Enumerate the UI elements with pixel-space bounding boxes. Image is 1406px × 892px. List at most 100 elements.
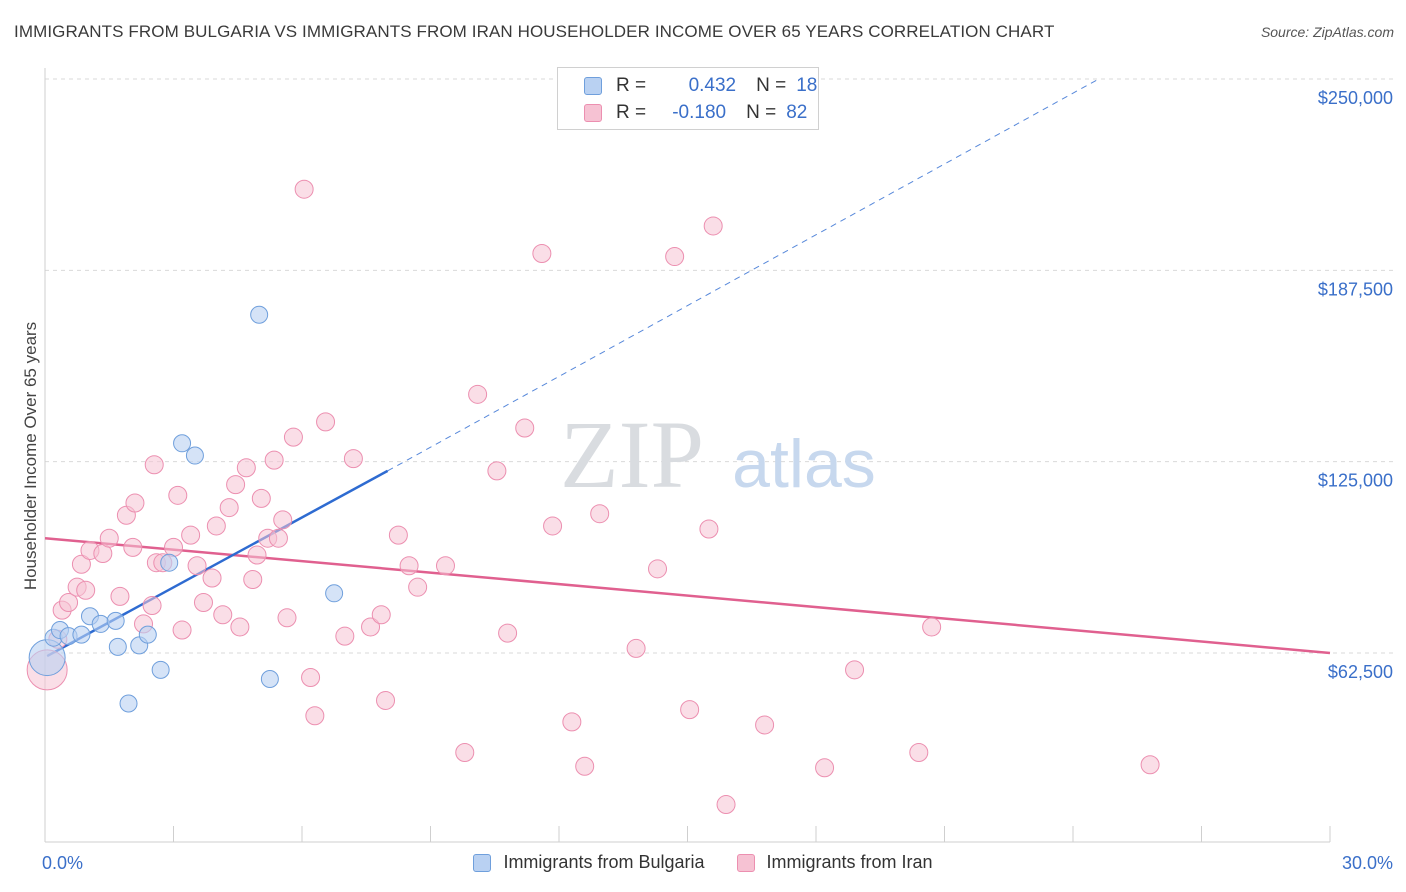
- iran-point: [59, 592, 79, 612]
- bulgaria-swatch: [473, 853, 492, 872]
- bulgaria-swatch: [584, 77, 602, 95]
- iran-point: [922, 617, 942, 637]
- iran-point: [755, 715, 775, 735]
- iran-point: [532, 243, 552, 263]
- iran-point: [187, 556, 207, 576]
- trend-lines: [44, 78, 1331, 658]
- iran-point: [206, 516, 226, 536]
- iran-point: [251, 488, 271, 508]
- watermark-zip: ZIP: [560, 401, 704, 508]
- iran-point: [273, 510, 293, 530]
- iran-point: [125, 493, 145, 513]
- iran-point: [219, 498, 239, 518]
- iran-point: [294, 179, 314, 199]
- bulgaria-point: [250, 305, 269, 324]
- iran-point: [213, 605, 233, 625]
- iran-point: [283, 427, 303, 447]
- legend-label-iran: Immigrants from Iran: [766, 852, 933, 872]
- iran-point: [243, 570, 263, 590]
- iran-point: [498, 623, 518, 643]
- bulgaria-point: [185, 446, 204, 465]
- iran-point: [277, 608, 297, 628]
- iran-point: [716, 795, 736, 815]
- watermark: ZIP atlas: [560, 401, 876, 508]
- bulgaria-point: [28, 639, 66, 677]
- iran-point: [388, 525, 408, 545]
- iran-point: [343, 449, 363, 469]
- iran-point: [515, 418, 535, 438]
- iran-point: [703, 216, 723, 236]
- source-label: Source: ZipAtlas.com: [1260, 24, 1394, 40]
- iran-point: [1140, 755, 1160, 775]
- axis-labels: $62,500 $125,000 $187,500 $250,000 0.0% 30.0%…: [21, 88, 1393, 873]
- iran-point: [316, 412, 336, 432]
- iran-point: [268, 528, 288, 548]
- legend-label-bulgaria: Immigrants from Bulgaria: [503, 852, 705, 872]
- bulgaria-trend-extension: [387, 78, 1099, 472]
- iran-point: [264, 450, 284, 470]
- legend-item-bulgaria[interactable]: Immigrants from Bulgaria: [473, 852, 705, 873]
- iran-point: [335, 626, 355, 646]
- iran-point: [468, 384, 488, 404]
- legend-row-iran: R = -0.180 N = 82: [584, 101, 807, 125]
- watermark-atlas: atlas: [732, 426, 876, 502]
- bulgaria-point: [91, 614, 110, 633]
- iran-point: [487, 461, 507, 481]
- n-label: N =: [756, 75, 787, 96]
- iran-point: [71, 554, 91, 574]
- iran-point: [699, 519, 719, 539]
- bulgaria-point: [119, 694, 138, 713]
- iran-swatch: [736, 853, 755, 872]
- iran-point: [144, 455, 164, 475]
- chart-title: IMMIGRANTS FROM BULGARIA VS IMMIGRANTS F…: [14, 22, 1055, 41]
- iran-point: [455, 742, 475, 762]
- iran-point: [376, 690, 396, 710]
- r-label: R =: [616, 102, 647, 123]
- r-label: R =: [616, 75, 647, 96]
- n-label: N =: [746, 102, 777, 123]
- iran-point: [909, 742, 929, 762]
- bulgaria-point: [138, 625, 157, 644]
- iran-point: [172, 620, 192, 640]
- y-axis-title: Householder Income Over 65 years: [21, 322, 40, 590]
- legend-row-bulgaria: R = 0.432 N = 18: [584, 74, 817, 98]
- bulgaria-point: [260, 670, 279, 689]
- n-value: 82: [786, 102, 808, 123]
- r-value: -0.180: [672, 102, 727, 123]
- iran-point: [110, 586, 130, 606]
- iran-point: [247, 545, 267, 565]
- iran-point: [845, 660, 865, 680]
- iran-point: [99, 528, 119, 548]
- iran-point: [408, 577, 428, 597]
- iran-point: [168, 485, 188, 505]
- iran-point: [123, 537, 143, 557]
- bulgaria-point: [108, 637, 127, 656]
- grid-lines: [45, 78, 1395, 654]
- iran-point: [301, 667, 321, 687]
- iran-point: [361, 617, 381, 637]
- legend-item-iran[interactable]: Immigrants from Iran: [736, 852, 933, 873]
- iran-point: [142, 596, 162, 616]
- iran-point: [181, 525, 201, 545]
- iran-point: [371, 605, 391, 625]
- correlation-legend: R = 0.432 N = 18 R = -0.180 N = 82: [557, 67, 819, 130]
- iran-point: [648, 559, 668, 579]
- bulgaria-point: [173, 434, 192, 453]
- x-tick-label: 0.0%: [42, 853, 83, 873]
- x-tick-label: 30.0%: [1342, 853, 1393, 873]
- bulgaria-point: [106, 611, 125, 630]
- y-tick-label: $250,000: [1318, 88, 1393, 108]
- y-tick-label: $125,000: [1318, 471, 1393, 491]
- iran-point: [626, 638, 646, 658]
- iran-point: [230, 617, 250, 637]
- iran-point: [76, 580, 96, 600]
- y-tick-label: $62,500: [1328, 662, 1393, 682]
- iran-point: [226, 475, 246, 495]
- iran-point: [543, 516, 563, 536]
- bulgaria-point: [160, 553, 179, 572]
- iran-point: [435, 556, 455, 576]
- bulgaria-point: [325, 584, 344, 603]
- iran-point: [562, 712, 582, 732]
- iran-point: [665, 247, 685, 267]
